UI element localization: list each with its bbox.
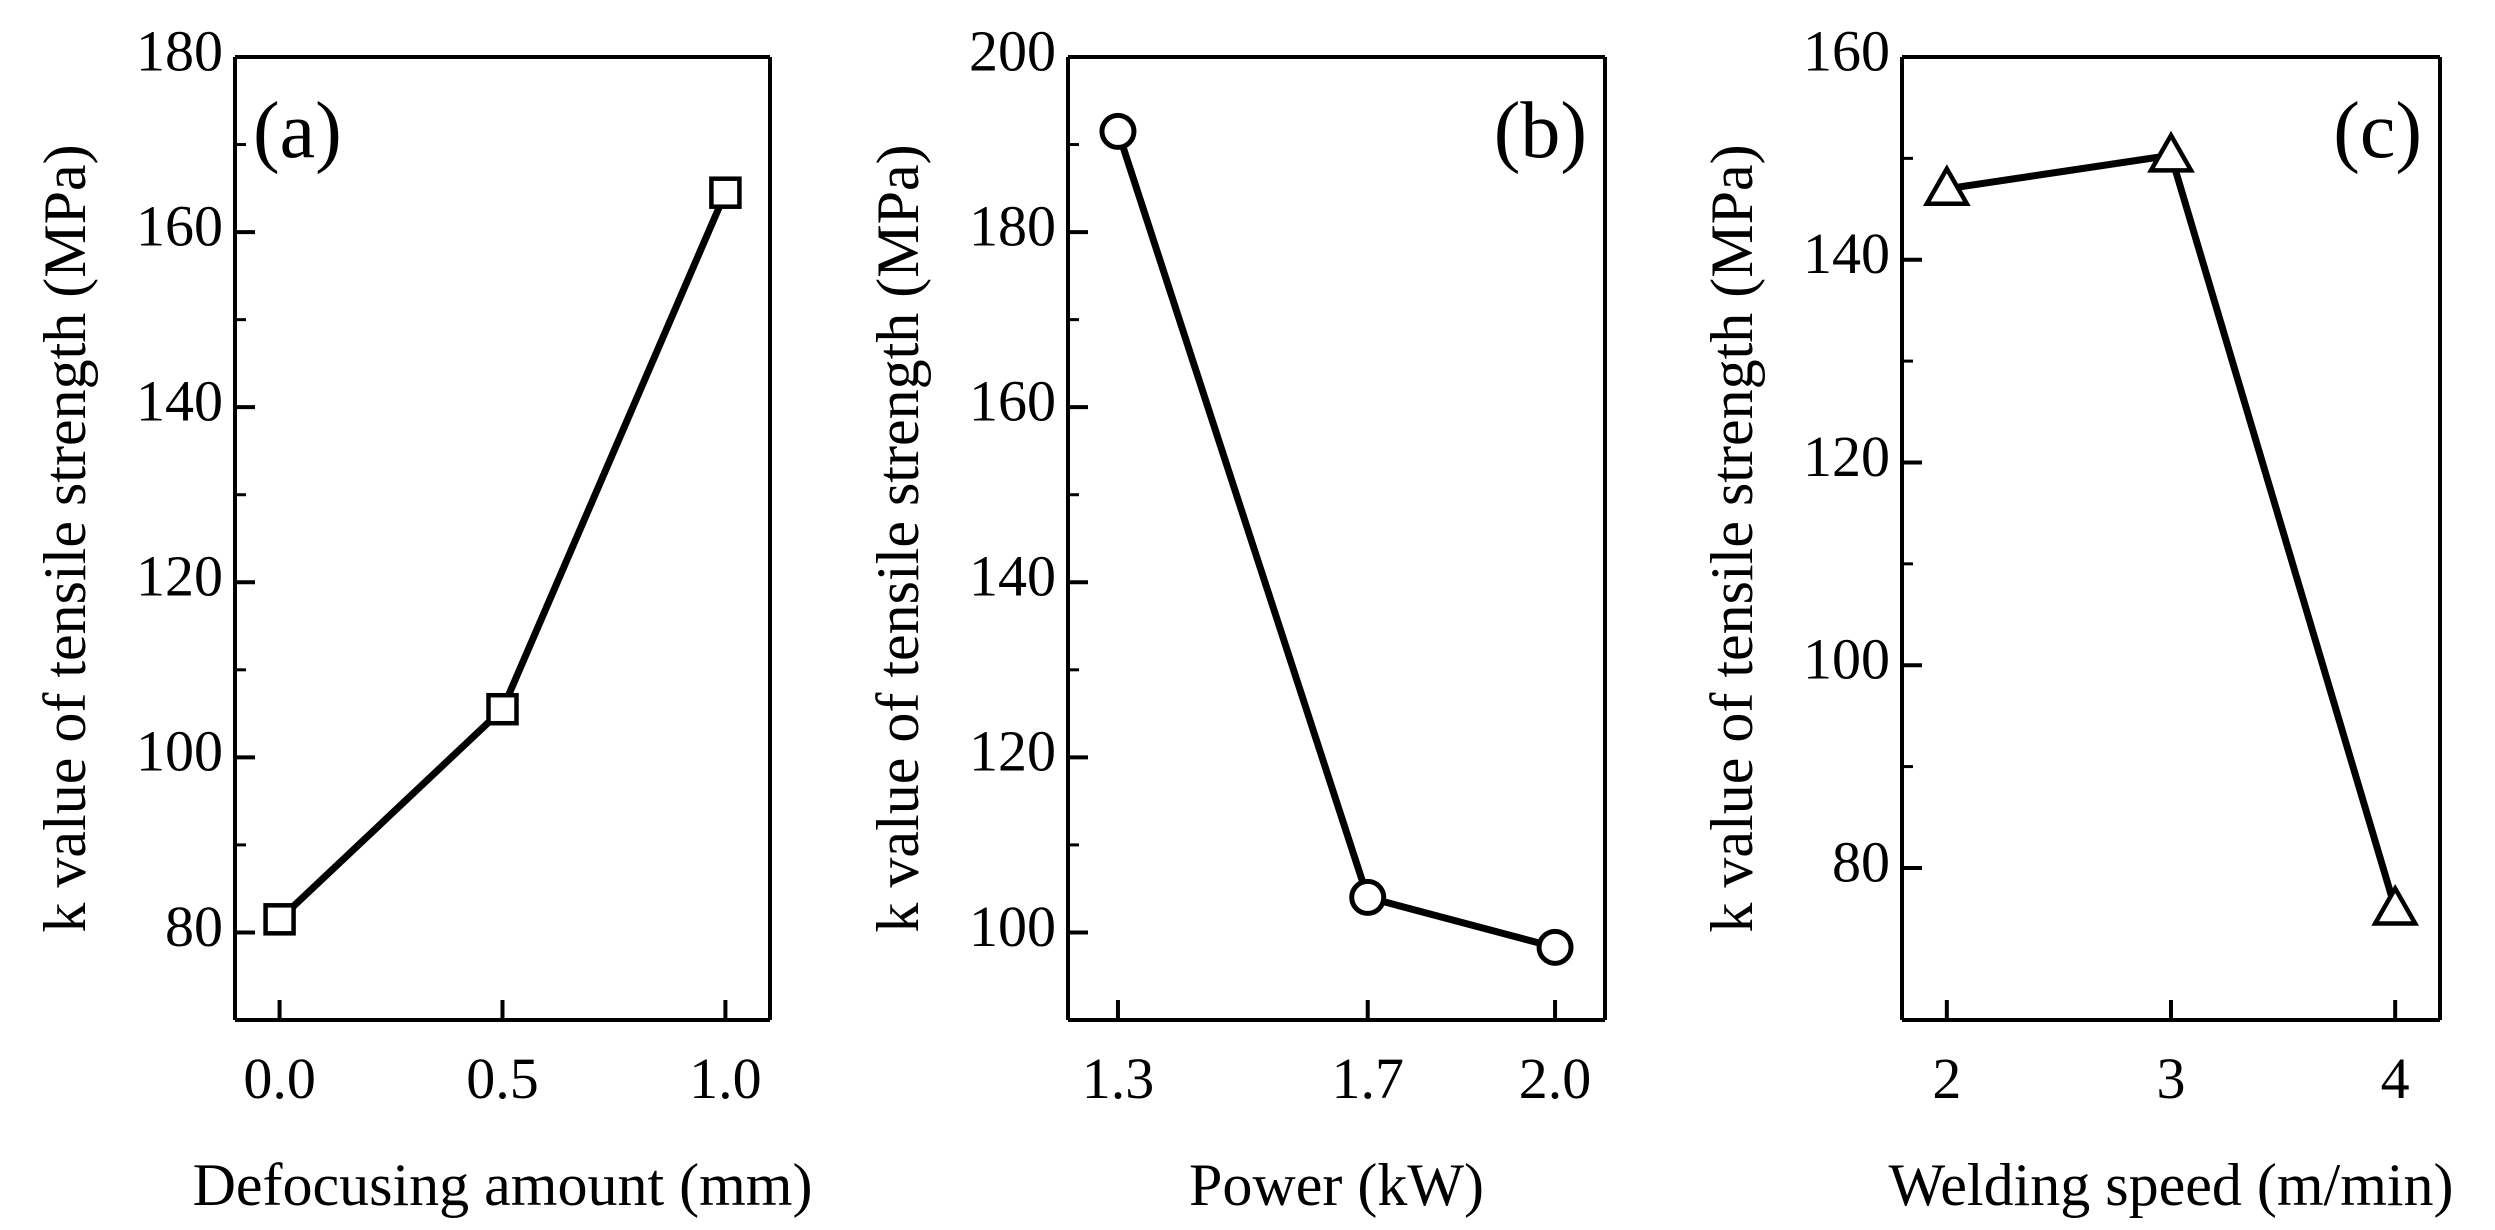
data-point	[1922, 164, 1971, 207]
x-axis-title: Power (kW)	[1189, 1152, 1484, 1218]
chart-panel-a: 80 100 120 140 160 180 0.0 0.5 1.0 Defocusing amo…	[32, 18, 812, 1218]
series-line	[1946, 151, 2399, 910]
series-line	[1114, 130, 1556, 951]
x-tick-label: 4	[2381, 1046, 2410, 1111]
data-point	[2147, 130, 2195, 173]
data-point	[2371, 883, 2420, 926]
x-tick-label: 1.0	[689, 1046, 762, 1111]
y-tick-label: 180	[136, 18, 223, 83]
data-point	[1536, 928, 1574, 966]
x-tick-label: 0.0	[243, 1046, 316, 1111]
y-axis-title: k value of tensile strength (MPa)	[1699, 144, 1765, 932]
panel-label: (a)	[253, 87, 342, 175]
y-axis-title: k value of tensile strength (MPa)	[32, 144, 98, 932]
y-tick-label: 120	[969, 719, 1056, 784]
chart-panel-b: 100 120 140 160 180 200 1.3 1.7 2.0 Power (kW) k v…	[865, 18, 1607, 1218]
y-tick-label: 100	[969, 894, 1056, 959]
panel-label: (b)	[1494, 87, 1587, 175]
data-point	[486, 692, 519, 726]
data-point	[1099, 112, 1137, 150]
y-tick-label: 160	[1803, 18, 1890, 83]
x-axis-title: Welding speed (m/min)	[1888, 1152, 2453, 1218]
y-tick-label: 140	[136, 368, 223, 433]
y-tick-label: 160	[969, 368, 1056, 433]
y-tick-label: 160	[136, 193, 223, 258]
x-tick-label: 0.5	[466, 1046, 539, 1111]
data-point	[709, 176, 742, 209]
y-axis-title: k value of tensile strength (MPa)	[865, 144, 931, 932]
chart-panel-c: 80 100 120 140 160 2 3 4 Welding speed (m/min) k …	[1699, 18, 2454, 1218]
data-point	[1349, 878, 1387, 916]
x-tick-label: 1.7	[1331, 1046, 1404, 1111]
y-tick-label: 100	[1803, 627, 1890, 692]
x-axis-title: Defocusing amount (mm)	[193, 1152, 813, 1218]
series-line	[277, 191, 729, 922]
y-tick-label: 140	[1803, 221, 1890, 286]
x-tick-label: 2	[1932, 1046, 1961, 1111]
y-tick-label: 120	[1803, 424, 1890, 489]
data-point	[263, 903, 296, 936]
y-tick-label: 180	[969, 193, 1056, 258]
y-tick-label: 200	[969, 18, 1056, 83]
x-tick-label: 2.0	[1519, 1046, 1592, 1111]
y-tick-label: 100	[136, 719, 223, 784]
panel-label: (c)	[2333, 87, 2422, 175]
y-tick-label: 80	[1832, 829, 1890, 894]
y-tick-label: 80	[165, 894, 223, 959]
x-tick-label: 1.3	[1082, 1046, 1155, 1111]
x-tick-label: 3	[2157, 1046, 2186, 1111]
y-tick-label: 120	[136, 544, 223, 609]
y-tick-label: 140	[969, 544, 1056, 609]
